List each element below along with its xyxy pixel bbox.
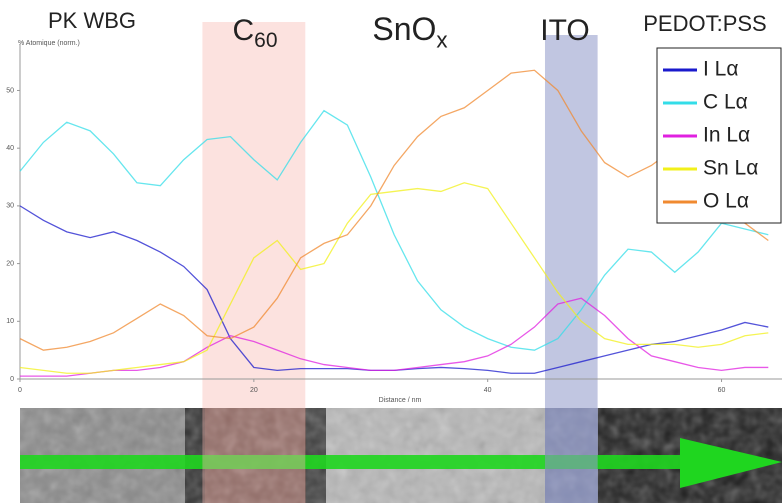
y-tick-label: 50 [6,87,14,94]
layer-label: C60 [232,14,277,52]
y-tick-label: 10 [6,318,14,325]
y-tick-label: 20 [6,260,14,267]
x-tick-label: 0 [18,387,22,394]
layer-name: C [232,14,254,47]
layer-name: PEDOT:PSS [643,11,766,36]
y-tick-label: 30 [6,203,14,210]
x-tick-label: 20 [250,387,258,394]
y-tick-label: 40 [6,145,14,152]
series-line [19,205,769,374]
layer-name: PK WBG [48,8,136,33]
layer-subscript: x [436,28,447,53]
layer-name: ITO [540,14,589,47]
legend-label: O Lα [703,190,749,213]
layer-label: SnOx [372,11,447,52]
layer-name: SnO [372,11,436,47]
legend-label: I Lα [703,58,739,81]
layer-highlight [544,35,598,503]
series-line [20,297,769,377]
scan-arrowhead [680,438,782,488]
layer-label: ITO [540,14,589,47]
legend-label: Sn Lα [703,157,758,180]
layer-label: PEDOT:PSS [643,11,766,36]
layer-subscript: 60 [254,29,277,52]
y-axis-label: % Atomique (norm.) [18,40,80,47]
layer-highlight [202,22,306,503]
series-line [19,69,769,351]
series-line [19,109,769,351]
scan-arrow [20,455,690,469]
x-tick-label: 60 [718,387,726,394]
x-tick-label: 40 [484,387,492,394]
layer-label: PK WBG [48,8,136,33]
legend-label: In Lα [703,124,750,147]
y-tick-label: 0 [10,376,14,383]
legend-label: C Lα [703,91,748,114]
series-line [19,182,769,374]
tem-image [20,408,782,503]
x-axis-label: Distance / nm [379,397,422,404]
